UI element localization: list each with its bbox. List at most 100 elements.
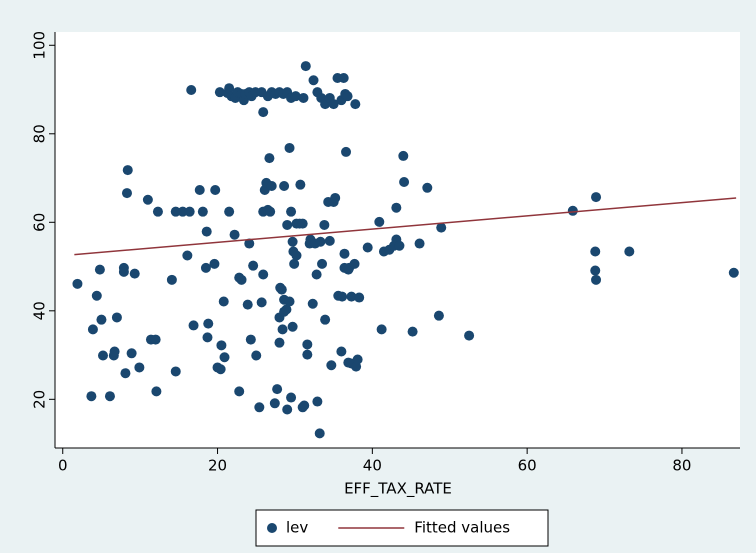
point	[312, 396, 323, 407]
y-tick-label: 100	[31, 31, 49, 60]
point	[346, 291, 357, 302]
point	[91, 290, 102, 301]
point	[218, 296, 229, 307]
point	[302, 349, 313, 360]
point	[248, 260, 259, 271]
point	[210, 184, 221, 195]
point	[234, 386, 245, 397]
point	[326, 360, 337, 371]
point	[376, 324, 387, 335]
point	[87, 324, 98, 335]
point	[111, 312, 122, 323]
point	[277, 324, 288, 335]
point	[290, 91, 301, 102]
point	[354, 292, 365, 303]
point	[265, 206, 276, 217]
point	[236, 274, 247, 285]
point	[229, 229, 240, 240]
point	[272, 384, 283, 395]
point	[170, 366, 181, 377]
point	[134, 362, 145, 373]
point	[126, 348, 137, 359]
point	[242, 299, 253, 310]
point	[274, 337, 285, 348]
point	[269, 398, 280, 409]
legend-swatch	[267, 523, 277, 533]
point	[341, 146, 352, 157]
point	[200, 262, 211, 273]
point	[352, 354, 363, 365]
point	[216, 340, 227, 351]
y-tick-label: 40	[31, 301, 49, 320]
point	[215, 364, 226, 375]
point	[399, 177, 410, 188]
point	[109, 346, 120, 357]
point	[286, 206, 297, 217]
point	[291, 250, 302, 261]
point	[308, 75, 319, 86]
point	[258, 269, 269, 280]
y-tick-label: 20	[31, 390, 49, 409]
point	[122, 165, 133, 176]
point	[170, 206, 181, 217]
point	[349, 258, 360, 269]
point	[300, 61, 311, 72]
point	[433, 310, 444, 321]
point	[186, 84, 197, 95]
point	[279, 181, 290, 192]
point	[150, 334, 161, 345]
point	[258, 107, 269, 118]
point	[194, 184, 205, 195]
point	[197, 206, 208, 217]
point	[407, 326, 418, 337]
point	[302, 339, 313, 350]
x-tick-label: 0	[58, 457, 68, 475]
point	[591, 192, 602, 203]
point	[336, 346, 347, 357]
point	[591, 274, 602, 285]
point	[414, 238, 425, 249]
point	[151, 386, 162, 397]
point	[374, 216, 385, 227]
point	[590, 265, 601, 276]
point	[284, 296, 295, 307]
point	[317, 258, 328, 269]
point	[266, 181, 277, 192]
point	[287, 236, 298, 247]
point	[282, 219, 293, 230]
point	[314, 428, 325, 439]
point	[339, 248, 350, 259]
point	[624, 246, 635, 257]
point	[311, 269, 322, 280]
point	[118, 266, 129, 277]
point	[286, 392, 297, 403]
point	[96, 314, 107, 325]
point	[728, 267, 739, 278]
point	[337, 291, 348, 302]
point	[295, 179, 306, 190]
point	[289, 258, 300, 269]
legend-label: lev	[286, 519, 308, 537]
x-tick-label: 80	[672, 457, 691, 475]
point	[298, 92, 309, 103]
point	[436, 222, 447, 233]
point	[299, 400, 310, 411]
point	[94, 264, 105, 275]
point	[320, 314, 331, 325]
point	[188, 320, 199, 331]
fit-line	[74, 197, 737, 256]
point	[328, 99, 339, 110]
x-axis-label: EFF_TAX_RATE	[344, 480, 452, 499]
point	[72, 278, 83, 289]
point	[244, 238, 255, 249]
point	[256, 297, 267, 308]
point	[330, 192, 341, 203]
point	[264, 153, 275, 164]
point	[203, 318, 214, 329]
point	[464, 330, 475, 341]
point	[209, 258, 220, 269]
y-tick-label: 60	[31, 213, 49, 232]
x-tick-label: 20	[208, 457, 227, 475]
point	[245, 334, 256, 345]
